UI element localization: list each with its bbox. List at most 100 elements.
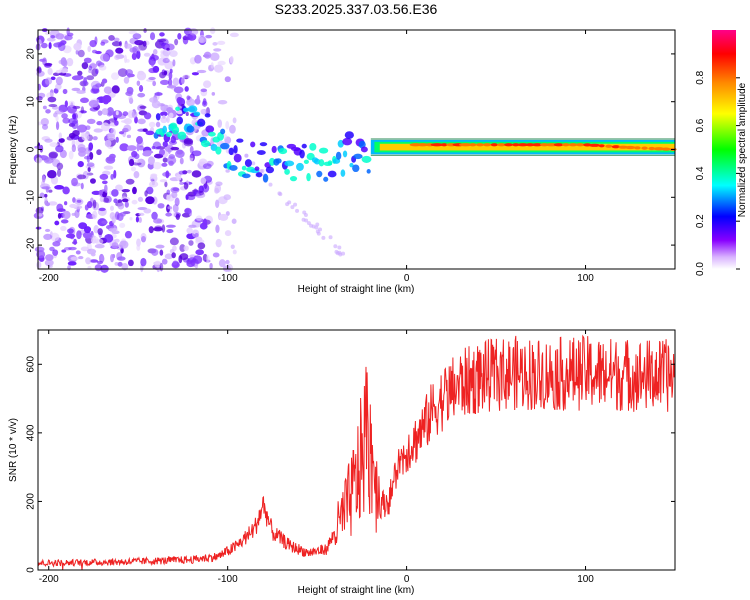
noise-blob [176,110,184,115]
noise-blob [104,184,108,193]
y-tick-label: 0 [26,146,37,152]
noise-blob [141,235,146,243]
noise-blob [166,189,171,196]
tone-core [598,144,605,148]
tone-core [490,143,498,147]
noise-blob [159,32,165,37]
noise-blob [160,79,170,85]
ridge-blob [208,131,216,137]
snr-panel: -200 -100 0 100 0 200 400 600 Height of straig… [8,329,676,596]
ridge-blob [215,146,222,155]
noise-blob [44,77,53,85]
noise-blob [92,199,97,209]
noise-blob [217,60,226,66]
noise-blob [78,255,84,260]
y-tick-label: 200 [26,493,37,510]
noise-blob [88,142,94,151]
noise-blob [86,154,90,163]
noise-blob [225,211,230,216]
noise-blob [131,52,137,61]
noise-blob [111,189,119,197]
noise-blob [203,51,212,59]
ridge-blob [177,131,187,140]
colorbar-gradient [712,30,736,269]
noise-blob [168,78,173,87]
noise-blob [134,116,138,124]
snr-plot-area [38,330,675,570]
noise-blob [130,166,136,172]
noise-blob [47,67,53,75]
noise-blob [157,203,165,209]
noise-blob [177,33,182,40]
noise-blob [131,150,138,158]
ridge-blob [205,125,215,133]
noise-blob [136,244,141,251]
noise-blob [98,64,107,71]
noise-blob [153,218,163,224]
x-tick-label: -200 [39,273,59,284]
noise-blob [45,109,51,114]
noise-blob [148,181,159,188]
noise-blob [125,178,135,185]
noise-blob [165,212,172,217]
noise-blob [136,50,141,60]
noise-blob [75,49,79,55]
noise-blob [90,80,101,90]
noise-blob [179,157,184,165]
ridge-blob [278,148,288,155]
ridge-blob [349,162,354,168]
noise-blob [158,148,166,156]
noise-blob [60,219,69,224]
noise-blob [138,217,142,223]
ridge-blob [353,153,363,160]
noise-blob [67,261,77,266]
noise-blob [88,99,99,108]
noise-blob [66,136,74,141]
noise-blob [135,216,140,223]
noise-blob [86,75,95,81]
noise-blob [57,212,62,219]
ridge-blob [342,137,353,146]
noise-blob [55,33,65,40]
noise-blob [148,226,154,234]
spectrogram-y-ticks: -20 -10 0 10 20 [26,48,675,252]
streak-blob [290,205,295,210]
noise-blob [94,36,98,45]
noise-blob [198,185,204,193]
noise-blob [80,246,90,252]
noise-blob [165,224,176,228]
noise-blob [133,171,140,179]
ridge-blob [342,150,348,158]
ridge-blob [241,173,251,179]
tone-core [531,143,543,147]
colorbar: 0.0 0.2 0.4 0.6 0.8 Normalized spectral ampl… [695,30,748,276]
ridge-blob [186,125,195,133]
ridge-blob [318,147,329,154]
tone-core [458,143,473,147]
ridge-blob [176,116,184,125]
noise-blob [117,261,123,267]
noise-blob [43,193,48,198]
ridge-blob [197,118,206,127]
noise-blob [55,145,64,153]
noise-blob [175,149,185,159]
noise-blob [89,259,99,263]
noise-blob [123,118,133,125]
noise-blob [76,230,82,240]
noise-blob [113,169,117,179]
noise-blob [124,230,132,239]
noise-blob [148,121,156,128]
ridge-blob [361,155,372,163]
noise-blob [225,169,230,173]
noise-blob [188,240,194,246]
noise-blob [186,169,192,174]
noise-blob [155,121,161,128]
noise-blob [52,241,61,247]
noise-blob [166,115,170,124]
tone-core [562,143,570,147]
noise-blob [151,248,159,256]
noise-blob [111,242,119,249]
noise-blob [64,201,68,206]
noise-blob [44,138,53,143]
